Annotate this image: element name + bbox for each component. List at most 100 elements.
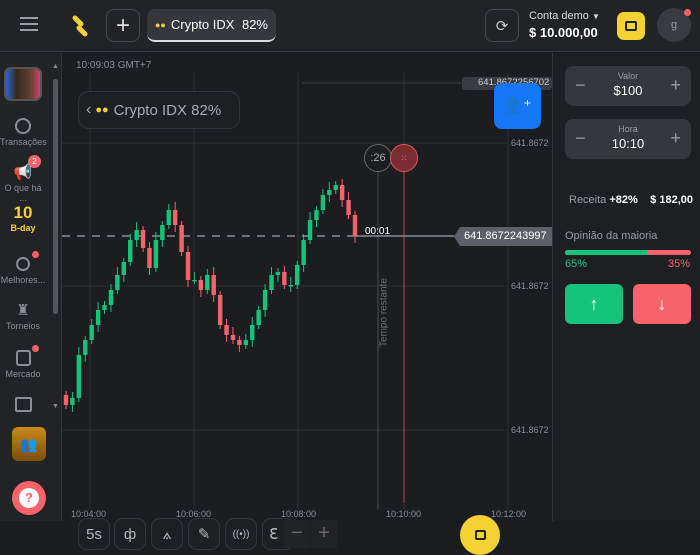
megaphone-icon: 📢 bbox=[13, 164, 33, 181]
candle-up bbox=[108, 289, 114, 305]
sidebar-item-label: Melhores... bbox=[0, 275, 46, 285]
candle-up bbox=[256, 309, 261, 325]
candle-up bbox=[314, 210, 319, 221]
candle-up bbox=[250, 324, 255, 340]
compass-icon: ⟑ bbox=[162, 525, 172, 543]
shopping-bag-icon bbox=[0, 347, 46, 369]
sidebar-item-label: O que há ... bbox=[4, 183, 42, 203]
arrow-down-icon: ↓ bbox=[657, 293, 667, 314]
chart-canvas[interactable] bbox=[62, 53, 552, 521]
amount-decrease-button[interactable]: − bbox=[575, 75, 586, 95]
sidebar-item-tournaments[interactable]: ♜ Torneios bbox=[0, 299, 46, 331]
users-icon: 👥 bbox=[20, 435, 38, 452]
award-icon bbox=[0, 253, 46, 275]
payout-row: Receita +82% $ 182,00 bbox=[569, 194, 693, 206]
zoom-out-button[interactable]: − bbox=[284, 520, 310, 548]
avatar-letter: g bbox=[670, 19, 678, 31]
sell-down-button[interactable]: ↓ bbox=[633, 284, 691, 324]
candlestick-icon: ф bbox=[123, 525, 137, 543]
wallet-button[interactable] bbox=[617, 12, 645, 40]
x-tick-label: 10:04:00 bbox=[71, 509, 107, 519]
scroll-up-icon[interactable]: ▲ bbox=[52, 63, 59, 70]
gift-icon bbox=[0, 393, 46, 415]
asset-chip[interactable]: ‹ ●● Crypto IDX 82% bbox=[78, 91, 240, 129]
candle-down bbox=[282, 271, 287, 285]
time-decrease-button[interactable]: − bbox=[575, 128, 586, 148]
buy-up-button[interactable]: ↑ bbox=[565, 284, 623, 324]
account-label: Conta demo bbox=[529, 10, 589, 22]
payout-value: $ 182,00 bbox=[650, 194, 693, 206]
opinion-up: 65% bbox=[565, 258, 588, 270]
opinion-label: Opinião da maioria bbox=[565, 230, 658, 242]
amount-increase-button[interactable]: + bbox=[670, 75, 681, 95]
time-value[interactable]: 10:10 bbox=[611, 136, 645, 151]
sidebar-item-bday[interactable]: 10 B-day bbox=[0, 203, 46, 233]
featured-thumbnail[interactable] bbox=[4, 67, 42, 101]
candle-up bbox=[288, 284, 293, 287]
time-stepper[interactable]: − Hora 10:10 + bbox=[565, 119, 691, 159]
sidebar-item-gift[interactable] bbox=[0, 393, 46, 415]
sidebar-item-best[interactable]: Melhores... bbox=[0, 251, 46, 285]
signals-button[interactable]: ((•)) bbox=[225, 518, 257, 550]
payout-label: Receita bbox=[569, 194, 607, 206]
candle-up bbox=[333, 185, 338, 191]
opinion-down: 35% bbox=[667, 258, 690, 270]
opinion-bar bbox=[565, 250, 691, 255]
sidebar: ▲ ▼ Transações 📢 O que há ... 2 10 B-day M… bbox=[0, 53, 62, 521]
calendar-button[interactable] bbox=[460, 515, 500, 555]
y-tick-label: 641.8672 bbox=[511, 425, 549, 435]
chart-clock: 10:09:03 GMT+7 bbox=[76, 60, 152, 71]
candle-up bbox=[128, 239, 133, 262]
sidebar-item-transactions[interactable]: Transações bbox=[0, 115, 47, 147]
candle-down bbox=[339, 185, 345, 201]
candle-up bbox=[269, 274, 274, 290]
drawing-tools-button[interactable]: ⟑ bbox=[151, 518, 183, 550]
candle-up bbox=[102, 304, 107, 310]
account-selector[interactable]: Conta demo ▼ $ 10.000,00 bbox=[529, 10, 600, 40]
amount-label: Valor bbox=[617, 71, 639, 81]
payout-percent: +82% bbox=[609, 194, 638, 206]
asset-chip-label: Crypto IDX 82% bbox=[113, 101, 222, 119]
candle-down bbox=[230, 334, 236, 340]
social-trading-button[interactable]: 👥 bbox=[12, 427, 46, 461]
x-tick-label: 10:06:00 bbox=[176, 509, 212, 519]
candle-down bbox=[147, 247, 152, 268]
zoom-in-button[interactable]: + bbox=[311, 520, 337, 548]
help-button[interactable]: ? bbox=[12, 481, 46, 515]
logo-icon[interactable] bbox=[70, 14, 90, 38]
menu-icon[interactable] bbox=[20, 17, 38, 31]
chart-type-button[interactable]: ф bbox=[114, 518, 146, 550]
candle-up bbox=[70, 397, 75, 405]
amount-stepper[interactable]: − Valor $100 + bbox=[565, 66, 691, 106]
asset-tab[interactable]: ●● Crypto IDX 82% bbox=[147, 9, 276, 42]
add-asset-button[interactable]: + bbox=[106, 9, 140, 42]
sidebar-item-label: Mercado bbox=[5, 369, 41, 379]
candle-down bbox=[237, 339, 242, 345]
candle-up bbox=[115, 274, 120, 290]
time-increase-button[interactable]: + bbox=[670, 128, 681, 148]
notification-dot bbox=[32, 345, 39, 352]
candle-down bbox=[140, 230, 146, 248]
pencil-icon: ✎ bbox=[197, 526, 211, 543]
amount-value[interactable]: $100 bbox=[613, 83, 643, 98]
news-badge: 2 bbox=[28, 155, 41, 168]
sidebar-scrollbar[interactable] bbox=[53, 79, 58, 314]
trade-panel: − Valor $100 + − Hora 10:10 + Receita +8… bbox=[552, 53, 700, 521]
x-tick-label: 10:08:00 bbox=[281, 509, 317, 519]
candle-up bbox=[89, 324, 94, 340]
birthday-10-icon: 10 bbox=[13, 203, 33, 222]
candle-up bbox=[134, 230, 139, 240]
sidebar-item-market[interactable]: Mercado bbox=[0, 345, 46, 379]
add-friend-button[interactable]: 👤⁺ bbox=[494, 83, 541, 129]
pencil-button[interactable]: ✎ bbox=[188, 518, 220, 550]
refresh-icon: ⟳ bbox=[495, 17, 509, 35]
candle-down bbox=[198, 279, 204, 290]
candle-up bbox=[153, 239, 159, 268]
scroll-down-icon[interactable]: ▼ bbox=[52, 403, 59, 410]
timeframe-button[interactable]: 5s bbox=[78, 518, 110, 550]
sidebar-item-news[interactable]: 📢 O que há ... 2 bbox=[0, 155, 46, 203]
refresh-button[interactable]: ⟳ bbox=[485, 9, 519, 42]
candle-down bbox=[352, 215, 358, 236]
price-chart[interactable]: 10:09:03 GMT+7 ‹ ●● Crypto IDX 82% 641.8… bbox=[62, 53, 552, 555]
crypto-coins-icon: ●● bbox=[155, 19, 166, 30]
